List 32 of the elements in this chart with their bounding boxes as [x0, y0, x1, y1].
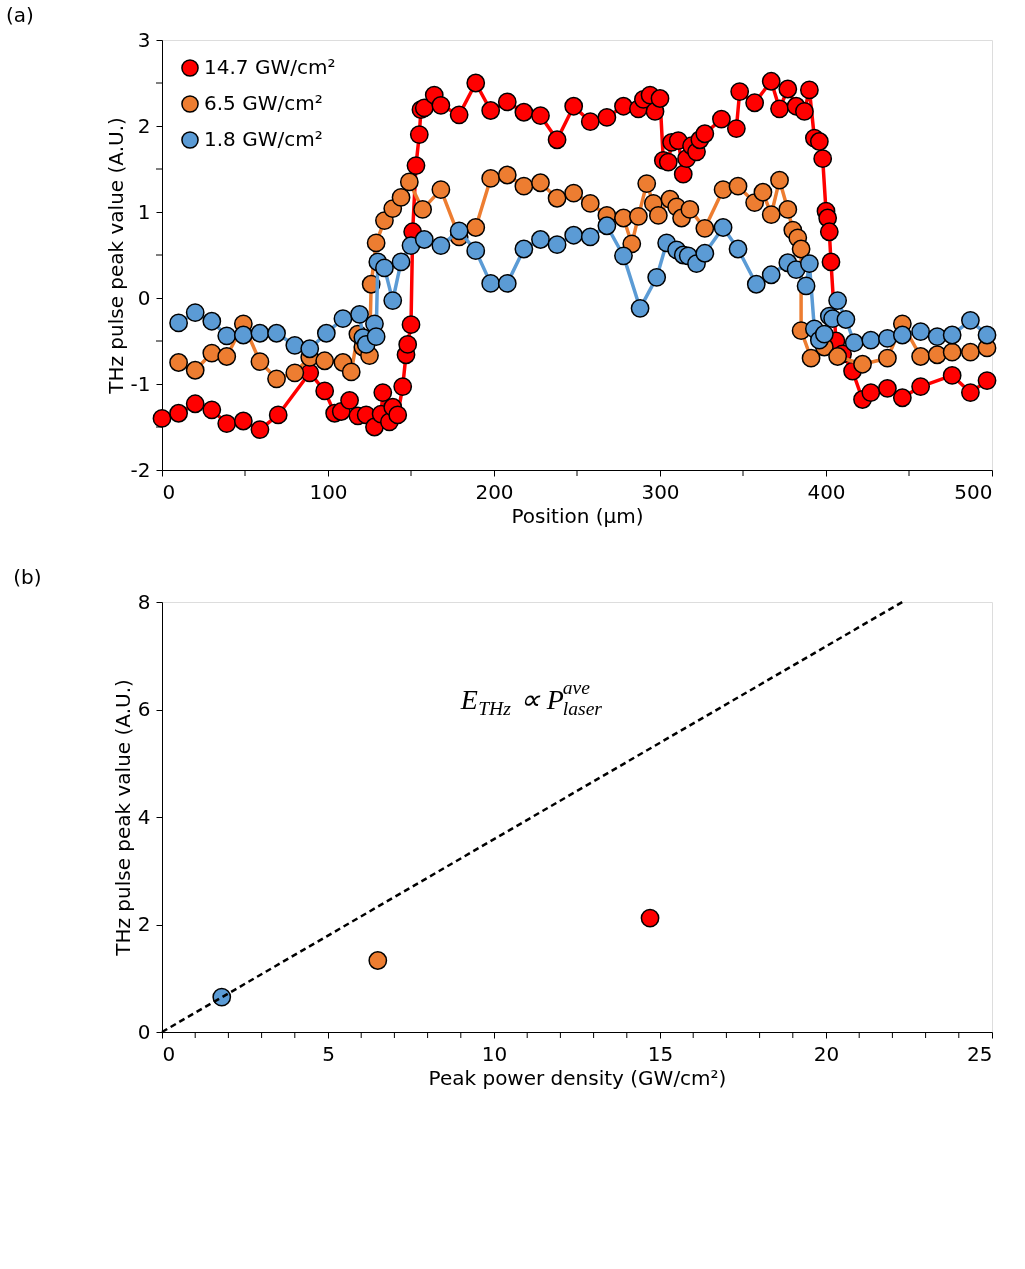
x-tick-label: 20 — [813, 1041, 840, 1066]
y-tick-label: 8 — [137, 589, 151, 614]
y-tick-label: 2 — [137, 912, 151, 936]
x-tick-label: 500 — [954, 479, 993, 504]
text: (a) — [6, 3, 34, 27]
x-tick-label: 0 — [162, 1041, 176, 1066]
x-tick-label: 15 — [647, 1041, 674, 1066]
y-tick-label: 0 — [137, 285, 151, 310]
y-tick-label: 6 — [137, 697, 151, 721]
text: (b) — [13, 565, 42, 589]
x-tick-label: 10 — [481, 1041, 508, 1066]
legend-label: 14.7 GW/cm² — [204, 55, 336, 79]
y-axis-title: THz pulse peak value (A.U.) — [110, 679, 135, 957]
y-tick-label: 0 — [137, 1019, 151, 1044]
legend-label: 1.8 GW/cm² — [204, 127, 323, 151]
x-tick-label: 300 — [641, 479, 680, 504]
x-axis-title: Peak power density (GW/cm²) — [428, 1065, 727, 1090]
x-tick-label: 0 — [162, 479, 176, 504]
x-tick-label: 5 — [322, 1041, 335, 1066]
x-tick-label: 200 — [475, 479, 514, 504]
y-tick-label: -2 — [130, 457, 151, 482]
y-tick-label: 1 — [137, 199, 151, 224]
y-tick-label: 2 — [137, 113, 151, 138]
y-tick-label: -1 — [130, 371, 151, 396]
x-tick-label: 25 — [967, 1041, 993, 1066]
x-axis-title: Position (μm) — [511, 503, 644, 528]
y-tick-label: 4 — [137, 804, 151, 829]
x-tick-label: 400 — [807, 479, 846, 504]
y-tick-label: 3 — [137, 27, 151, 52]
x-tick-label: 100 — [309, 479, 348, 504]
y-axis-title: THz pulse peak value (A.U.) — [103, 117, 128, 395]
legend-label: 6.5 GW/cm² — [204, 91, 323, 115]
